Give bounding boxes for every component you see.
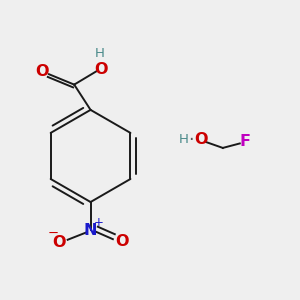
Text: H: H: [94, 47, 104, 60]
Text: F: F: [240, 134, 250, 148]
Text: O: O: [115, 234, 128, 249]
Text: ·: ·: [188, 131, 194, 149]
Text: −: −: [48, 227, 59, 240]
Text: H: H: [179, 133, 189, 146]
Text: +: +: [94, 216, 104, 229]
Text: O: O: [36, 64, 49, 79]
Text: O: O: [52, 235, 65, 250]
Text: O: O: [94, 62, 108, 77]
Text: O: O: [194, 132, 207, 147]
Text: N: N: [84, 223, 97, 238]
